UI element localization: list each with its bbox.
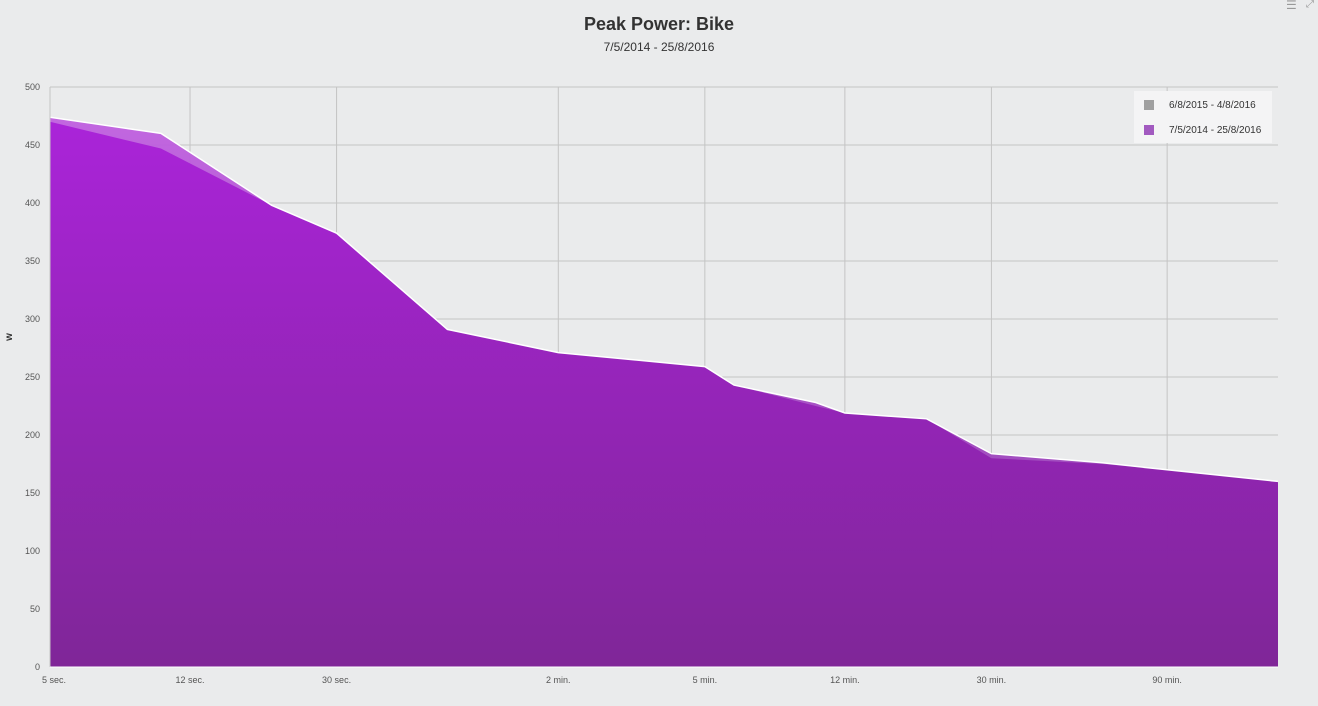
series-area-2: [50, 121, 1278, 668]
menu-icon[interactable]: ☰: [1286, 0, 1297, 12]
x-tick-label-3: 2 min.: [546, 675, 571, 685]
series-2-point-4: [447, 329, 449, 331]
y-tick-label-0: 0: [35, 662, 40, 672]
series-2-point-1: [160, 148, 162, 150]
y-tick-label-350: 350: [25, 256, 40, 266]
series-2-point-9: [844, 412, 846, 414]
series-1-point-8: [815, 402, 817, 404]
expand-icon[interactable]: ⤢: [1306, 0, 1314, 10]
series-line-1: [49, 116, 1279, 483]
series-2-point-2: [271, 205, 273, 207]
x-tick-label-0: 5 sec.: [42, 675, 66, 685]
series-2-point-13: [1166, 469, 1168, 471]
series-2-point-5: [558, 352, 560, 354]
legend-item-1[interactable]: 6/8/2015 - 4/8/2016: [1144, 98, 1256, 112]
x-tick-label-5: 12 min.: [830, 675, 860, 685]
series-2-point-14: [1277, 481, 1279, 483]
y-tick-label-250: 250: [25, 372, 40, 382]
axes: 0 50 100 150 200 250 300 350 400 450 500 5 sec. 12 s…: [25, 82, 1278, 685]
chart-title: Peak Power: Bike: [583, 14, 735, 34]
chart-subtitle: 7/5/2014 - 25/8/2016: [603, 40, 715, 54]
x-tick-label-6: 30 min.: [977, 675, 1007, 685]
y-tick-label-300: 300: [25, 314, 40, 324]
y-axis-title: w: [4, 333, 15, 342]
series-areas: [49, 116, 1279, 668]
legend-item-2[interactable]: 7/5/2014 - 25/8/2016: [1144, 123, 1261, 137]
x-tick-label-7: 90 min.: [1152, 675, 1182, 685]
y-tick-label-450: 450: [25, 140, 40, 150]
legend-swatch-2: [1144, 125, 1154, 135]
y-tick-label-500: 500: [25, 82, 40, 92]
legend-label-1: 6/8/2015 - 4/8/2016: [1169, 99, 1256, 111]
y-tick-label-150: 150: [25, 488, 40, 498]
series-2-point-10: [926, 418, 928, 420]
series-2-point-8: [815, 405, 817, 407]
y-tick-label-100: 100: [25, 546, 40, 556]
series-2-point-7: [733, 384, 735, 386]
y-tick-label-50: 50: [30, 604, 40, 614]
y-tick-label-400: 400: [25, 198, 40, 208]
series-2-point-12: [1102, 463, 1104, 465]
series-2-point-3: [336, 232, 338, 234]
x-tick-label-4: 5 min.: [693, 675, 718, 685]
y-tick-label-200: 200: [25, 430, 40, 440]
x-tick-label-2: 30 sec.: [322, 675, 351, 685]
legend-swatch-1: [1144, 100, 1154, 110]
series-1-point-1: [160, 133, 162, 135]
series-2-point-11: [991, 457, 993, 459]
legend: 6/8/2015 - 4/8/2016 7/5/2014 - 25/8/2016: [1134, 91, 1272, 143]
series-1-point-11: [991, 453, 993, 455]
x-tick-label-1: 12 sec.: [176, 675, 205, 685]
series-2-point-6: [704, 366, 706, 368]
legend-label-2: 7/5/2014 - 25/8/2016: [1169, 124, 1262, 136]
